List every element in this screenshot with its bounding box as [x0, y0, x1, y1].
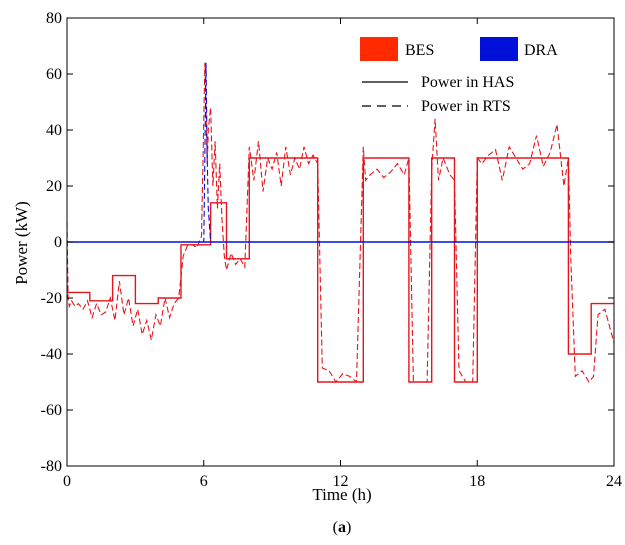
legend-label-has: Power in HAS [421, 74, 514, 91]
x-tick-label: 12 [333, 473, 349, 490]
y-tick-label: 40 [46, 122, 62, 139]
y-tick-label: -80 [41, 458, 62, 475]
caption-open: ( [333, 519, 338, 536]
x-tick-label: 24 [606, 473, 622, 490]
plot-lines [66, 62, 615, 384]
axis-ticks: 0 6 12 18 24 -80 -60 -40 -20 0 20 40 60 80 [41, 10, 622, 490]
legend-label-dra: DRA [524, 42, 558, 59]
x-tick-label: 18 [469, 473, 485, 490]
legend-label-rts: Power in RTS [421, 98, 511, 115]
caption-letter: a [338, 519, 346, 536]
figure-caption: (a) [333, 519, 352, 536]
legend: BES DRA Power in HAS Power in RTS [360, 37, 558, 115]
y-tick-label: -60 [41, 402, 62, 419]
series-line-bes-has [67, 157, 614, 383]
y-tick-label: -40 [41, 346, 62, 363]
y-tick-label: 20 [46, 178, 62, 195]
x-tick-label: 6 [200, 473, 208, 490]
y-tick-label: 0 [54, 234, 62, 251]
legend-swatch-dra [480, 37, 518, 61]
y-tick-label: 80 [46, 10, 62, 27]
x-tick-label: 0 [63, 473, 71, 490]
y-tick-label: 60 [46, 66, 62, 83]
y-tick-label: -20 [41, 290, 62, 307]
x-axis-title: Time (h) [312, 485, 371, 504]
y-axis-title: Power (kW) [12, 201, 31, 285]
caption-close: ) [346, 519, 351, 536]
series-line-bes-rts [66, 62, 615, 384]
legend-label-bes: BES [405, 42, 434, 59]
series-line-dra-rts [67, 62, 614, 243]
legend-swatch-bes [360, 37, 398, 61]
